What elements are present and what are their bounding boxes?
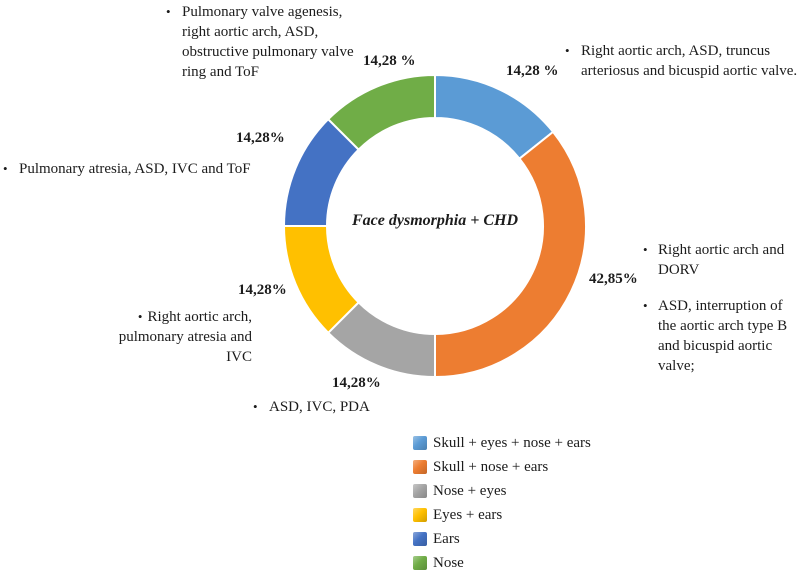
pct-label-ears: 14,28%	[236, 130, 285, 146]
bullet-icon: •	[565, 43, 570, 58]
note-text: Right aortic arch, ASD, truncus arterios…	[581, 43, 798, 79]
legend-label: Skull + eyes + nose + ears	[433, 434, 591, 451]
bullet-icon: •	[643, 242, 648, 257]
note-text: Right aortic arch, pulmonary atresia and…	[118, 309, 252, 365]
note-nose-eyes-segment: • ASD, IVC, PDA	[253, 397, 370, 417]
legend-swatch-icon	[413, 508, 427, 522]
note-skull-eyes-nose-ears-segment: • Right aortic arch, ASD, truncus arteri…	[565, 41, 800, 81]
note-nose-segment: • Pulmonary valve agenesis, right aortic…	[166, 2, 374, 82]
note-text: ASD, interruption of the aortic arch typ…	[658, 298, 788, 374]
legend-item-nose-eyes: Nose + eyes	[413, 479, 591, 503]
note-ears-segment: • Pulmonary atresia, ASD, IVC and ToF	[3, 159, 251, 179]
note-text: Pulmonary valve agenesis, right aortic a…	[182, 4, 354, 80]
legend-item-skull-eyes-nose-ears: Skull + eyes + nose + ears	[413, 431, 591, 455]
legend-item-ears: Ears	[413, 527, 591, 551]
pct-label-skull-eyes-nose-ears: 14,28 %	[506, 63, 559, 79]
pct-label-nose: 14,28 %	[363, 53, 416, 69]
bullet-icon: •	[166, 4, 171, 19]
pct-label-eyes-ears: 14,28%	[238, 282, 287, 298]
note-item: • Right aortic arch and DORV	[643, 240, 793, 280]
legend-swatch-icon	[413, 436, 427, 450]
note-text: ASD, IVC, PDA	[269, 399, 370, 415]
bullet-icon: •	[3, 161, 8, 176]
note-text: Pulmonary atresia, ASD, IVC and ToF	[19, 161, 251, 177]
pie-segment-nose	[326, 73, 436, 152]
legend-item-eyes-ears: Eyes + ears	[413, 503, 591, 527]
chart-legend: Skull + eyes + nose + ears Skull + nose +…	[413, 431, 591, 570]
legend-swatch-icon	[413, 484, 427, 498]
donut-center-label: Face dysmorphia + CHD	[351, 212, 519, 229]
note-text: Right aortic arch and DORV	[658, 242, 785, 278]
bullet-icon: •	[253, 399, 258, 414]
legend-swatch-icon	[413, 556, 427, 570]
legend-swatch-icon	[413, 532, 427, 546]
note-eyes-ears-segment: • Right aortic arch, pulmonary atresia an…	[100, 307, 252, 367]
legend-item-skull-nose-ears: Skull + nose + ears	[413, 455, 591, 479]
bullet-icon: •	[643, 298, 648, 313]
legend-label: Eyes + ears	[433, 506, 503, 523]
legend-item-nose: Nose	[413, 551, 591, 570]
pct-label-nose-eyes: 14,28%	[332, 375, 381, 391]
legend-swatch-icon	[413, 460, 427, 474]
pct-label-skull-nose-ears: 42,85%	[589, 271, 638, 287]
legend-label: Nose	[433, 554, 464, 570]
legend-label: Nose + eyes	[433, 482, 507, 499]
legend-label: Ears	[433, 530, 460, 547]
bullet-icon: •	[137, 309, 143, 324]
pie-segment-skull-nose-ears	[434, 130, 587, 379]
note-item: • ASD, interruption of the aortic arch t…	[643, 296, 793, 376]
legend-label: Skull + nose + ears	[433, 458, 549, 475]
note-skull-nose-ears-segment: • Right aortic arch and DORV • ASD, inte…	[643, 240, 793, 376]
